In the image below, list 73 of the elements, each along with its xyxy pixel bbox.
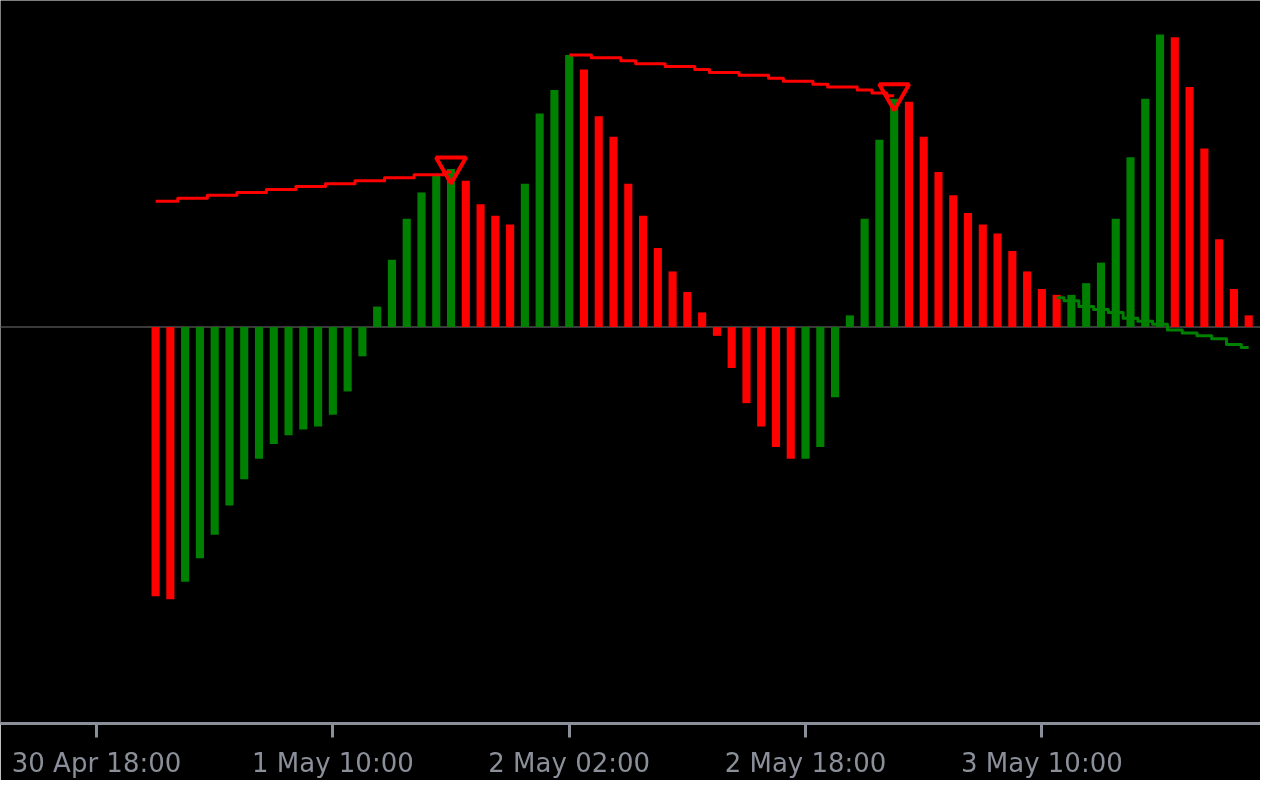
bar xyxy=(904,101,913,328)
bar xyxy=(1185,87,1194,328)
bar xyxy=(1229,289,1238,328)
bar xyxy=(875,139,884,328)
x-tick-label: 30 Apr 18:00 xyxy=(11,747,182,778)
bar xyxy=(786,327,795,459)
bar xyxy=(565,54,574,328)
bar xyxy=(934,171,943,328)
bar xyxy=(314,327,323,427)
bar xyxy=(624,183,633,328)
bar xyxy=(890,98,899,328)
bar xyxy=(373,306,382,328)
bar xyxy=(668,271,677,328)
bar xyxy=(831,327,840,398)
bar xyxy=(240,327,249,480)
bar xyxy=(860,218,869,328)
bar xyxy=(166,327,175,600)
x-tick-label: 2 May 18:00 xyxy=(724,747,887,778)
bar xyxy=(919,136,928,328)
bar xyxy=(801,327,810,459)
bar xyxy=(328,327,337,415)
bar xyxy=(210,327,219,535)
bar xyxy=(771,327,781,448)
bar xyxy=(417,192,426,328)
bar xyxy=(387,259,396,328)
bar xyxy=(963,212,973,328)
bar xyxy=(993,233,1002,328)
bar xyxy=(550,90,559,328)
bar xyxy=(225,327,234,506)
bar xyxy=(254,327,264,459)
bar xyxy=(1023,271,1032,328)
bar xyxy=(1244,315,1253,328)
x-tick-label: 1 May 10:00 xyxy=(251,747,414,778)
bar xyxy=(816,327,825,448)
bar xyxy=(299,327,308,430)
bar xyxy=(698,312,707,328)
bar xyxy=(978,224,987,328)
bar xyxy=(594,116,603,328)
bar xyxy=(343,327,352,392)
bar xyxy=(949,195,958,328)
bar xyxy=(181,327,190,582)
bar xyxy=(653,248,662,328)
bar xyxy=(358,327,367,357)
bar xyxy=(757,327,766,427)
x-tick-label: 2 May 02:00 xyxy=(488,747,651,778)
bar xyxy=(727,327,736,369)
bar xyxy=(476,204,485,328)
bar xyxy=(579,69,589,328)
bar xyxy=(284,327,293,436)
bar xyxy=(535,113,544,328)
bar xyxy=(402,218,411,328)
bar xyxy=(1215,239,1224,328)
bar xyxy=(461,180,470,328)
x-tick-label: 3 May 10:00 xyxy=(961,747,1123,778)
bar xyxy=(1037,289,1046,328)
bar xyxy=(609,136,618,328)
bar xyxy=(1170,37,1179,328)
bar xyxy=(638,215,648,328)
bar xyxy=(683,291,692,328)
bar xyxy=(151,327,160,597)
bar xyxy=(506,224,515,328)
bar xyxy=(712,327,721,336)
bar xyxy=(195,327,204,559)
bar xyxy=(1200,148,1209,328)
bar xyxy=(269,327,278,445)
bar xyxy=(446,169,456,328)
bar xyxy=(1008,250,1017,328)
bar xyxy=(742,327,751,404)
bar xyxy=(491,215,500,328)
bar xyxy=(520,183,529,328)
bar xyxy=(432,174,441,328)
bar xyxy=(845,315,854,328)
bar xyxy=(1052,294,1061,328)
